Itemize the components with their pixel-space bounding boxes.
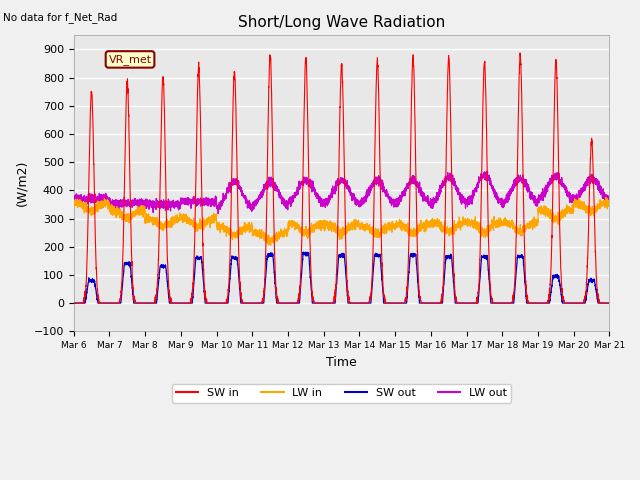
Text: VR_met: VR_met <box>108 54 152 65</box>
Text: No data for f_Net_Rad: No data for f_Net_Rad <box>3 12 118 23</box>
Y-axis label: (W/m2): (W/m2) <box>15 160 28 206</box>
Legend: SW in, LW in, SW out, LW out: SW in, LW in, SW out, LW out <box>172 384 511 403</box>
Title: Short/Long Wave Radiation: Short/Long Wave Radiation <box>238 15 445 30</box>
X-axis label: Time: Time <box>326 356 357 369</box>
